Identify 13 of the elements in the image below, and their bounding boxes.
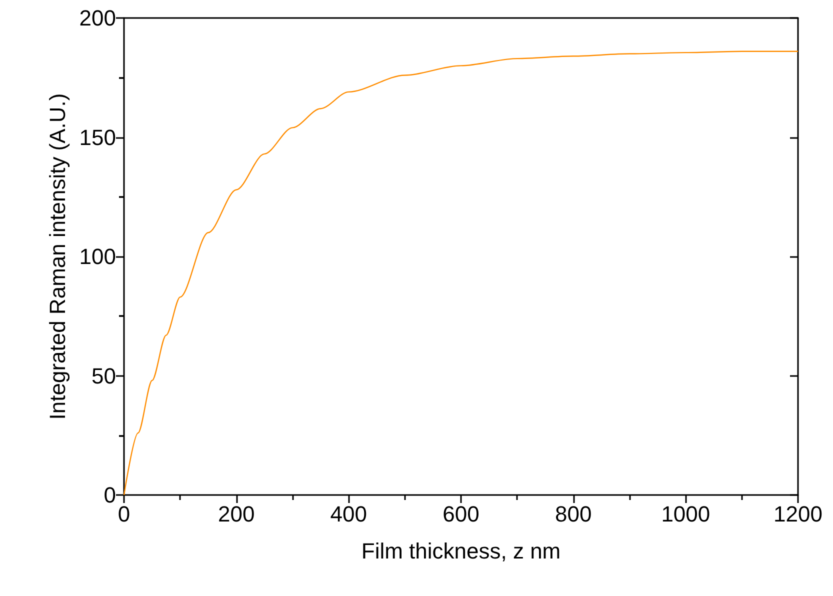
x-axis-title: Film thickness, z nm <box>361 538 561 564</box>
x-tick-label: 200 <box>218 502 255 526</box>
y-tick-label: 50 <box>92 363 116 388</box>
x-tick-label: 400 <box>330 502 368 526</box>
x-tick-label: 1000 <box>661 502 710 526</box>
y-tick-label: 200 <box>79 6 116 30</box>
x-tick-label: 1200 <box>774 502 822 526</box>
y-tick-label: 0 <box>104 482 116 508</box>
x-tick-label: 600 <box>442 502 480 526</box>
y-axis-title: Integrated Raman intensity (A.U.) <box>44 93 70 420</box>
x-tick-label: 800 <box>554 502 592 526</box>
y-tick-label: 100 <box>79 244 116 269</box>
y-tick-label: 150 <box>79 124 116 150</box>
